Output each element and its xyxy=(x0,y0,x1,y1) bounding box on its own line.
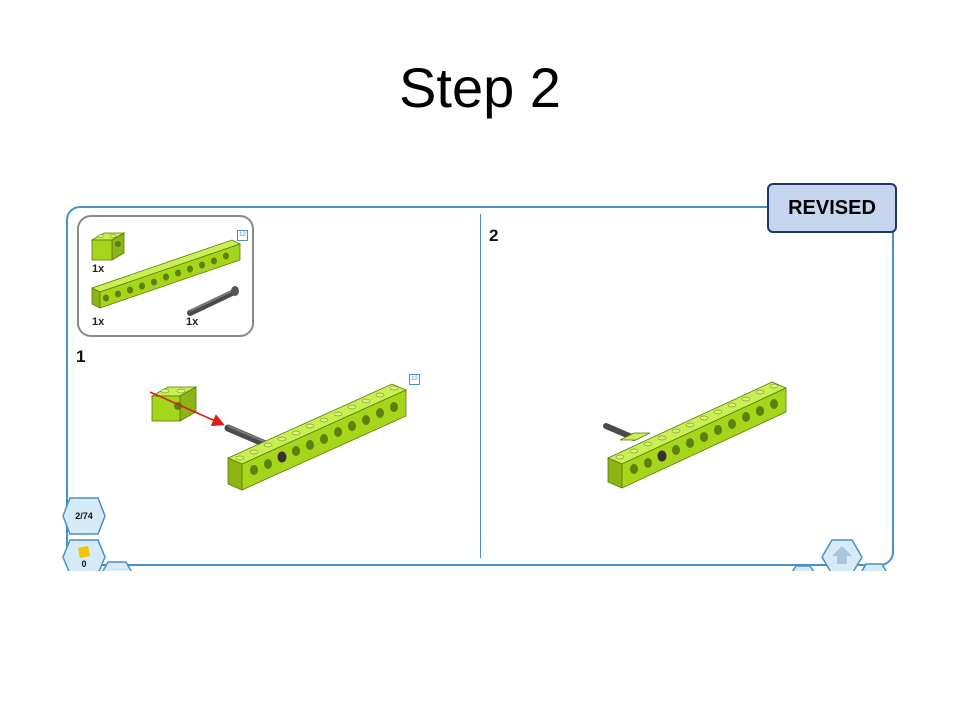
home-icon xyxy=(832,546,852,564)
step-number-2: 2 xyxy=(489,226,499,245)
parts-length-tag: 12 xyxy=(237,230,248,241)
step1-beam xyxy=(227,383,407,491)
step-number-1: 1 xyxy=(76,347,86,366)
step1-brick xyxy=(150,386,198,422)
part-axle-pin xyxy=(187,286,239,316)
page-counter-hex[interactable] xyxy=(62,497,106,535)
slide-title: Step 2 xyxy=(399,56,561,119)
step1-insert-arrow xyxy=(149,391,225,426)
home-nav-hex[interactable] xyxy=(821,539,863,575)
panel-divider xyxy=(480,214,481,558)
parts-qty-brick: 1x xyxy=(92,263,105,275)
parts-qty-beam: 1x xyxy=(92,316,105,328)
step2-assembly xyxy=(603,381,787,489)
part-brick-1x2 xyxy=(90,232,126,261)
badge-count: 0 xyxy=(81,559,87,569)
parts-qty-axle: 1x xyxy=(186,316,199,328)
part-beam-12 xyxy=(90,239,242,309)
slide-bottom-whitespace xyxy=(0,571,960,720)
step1-length-tag: 12 xyxy=(409,374,420,385)
revised-badge: REVISED xyxy=(767,183,897,233)
badge-hex[interactable] xyxy=(62,539,106,575)
page-counter: 2/74 xyxy=(75,511,93,521)
star-icon xyxy=(78,546,90,558)
